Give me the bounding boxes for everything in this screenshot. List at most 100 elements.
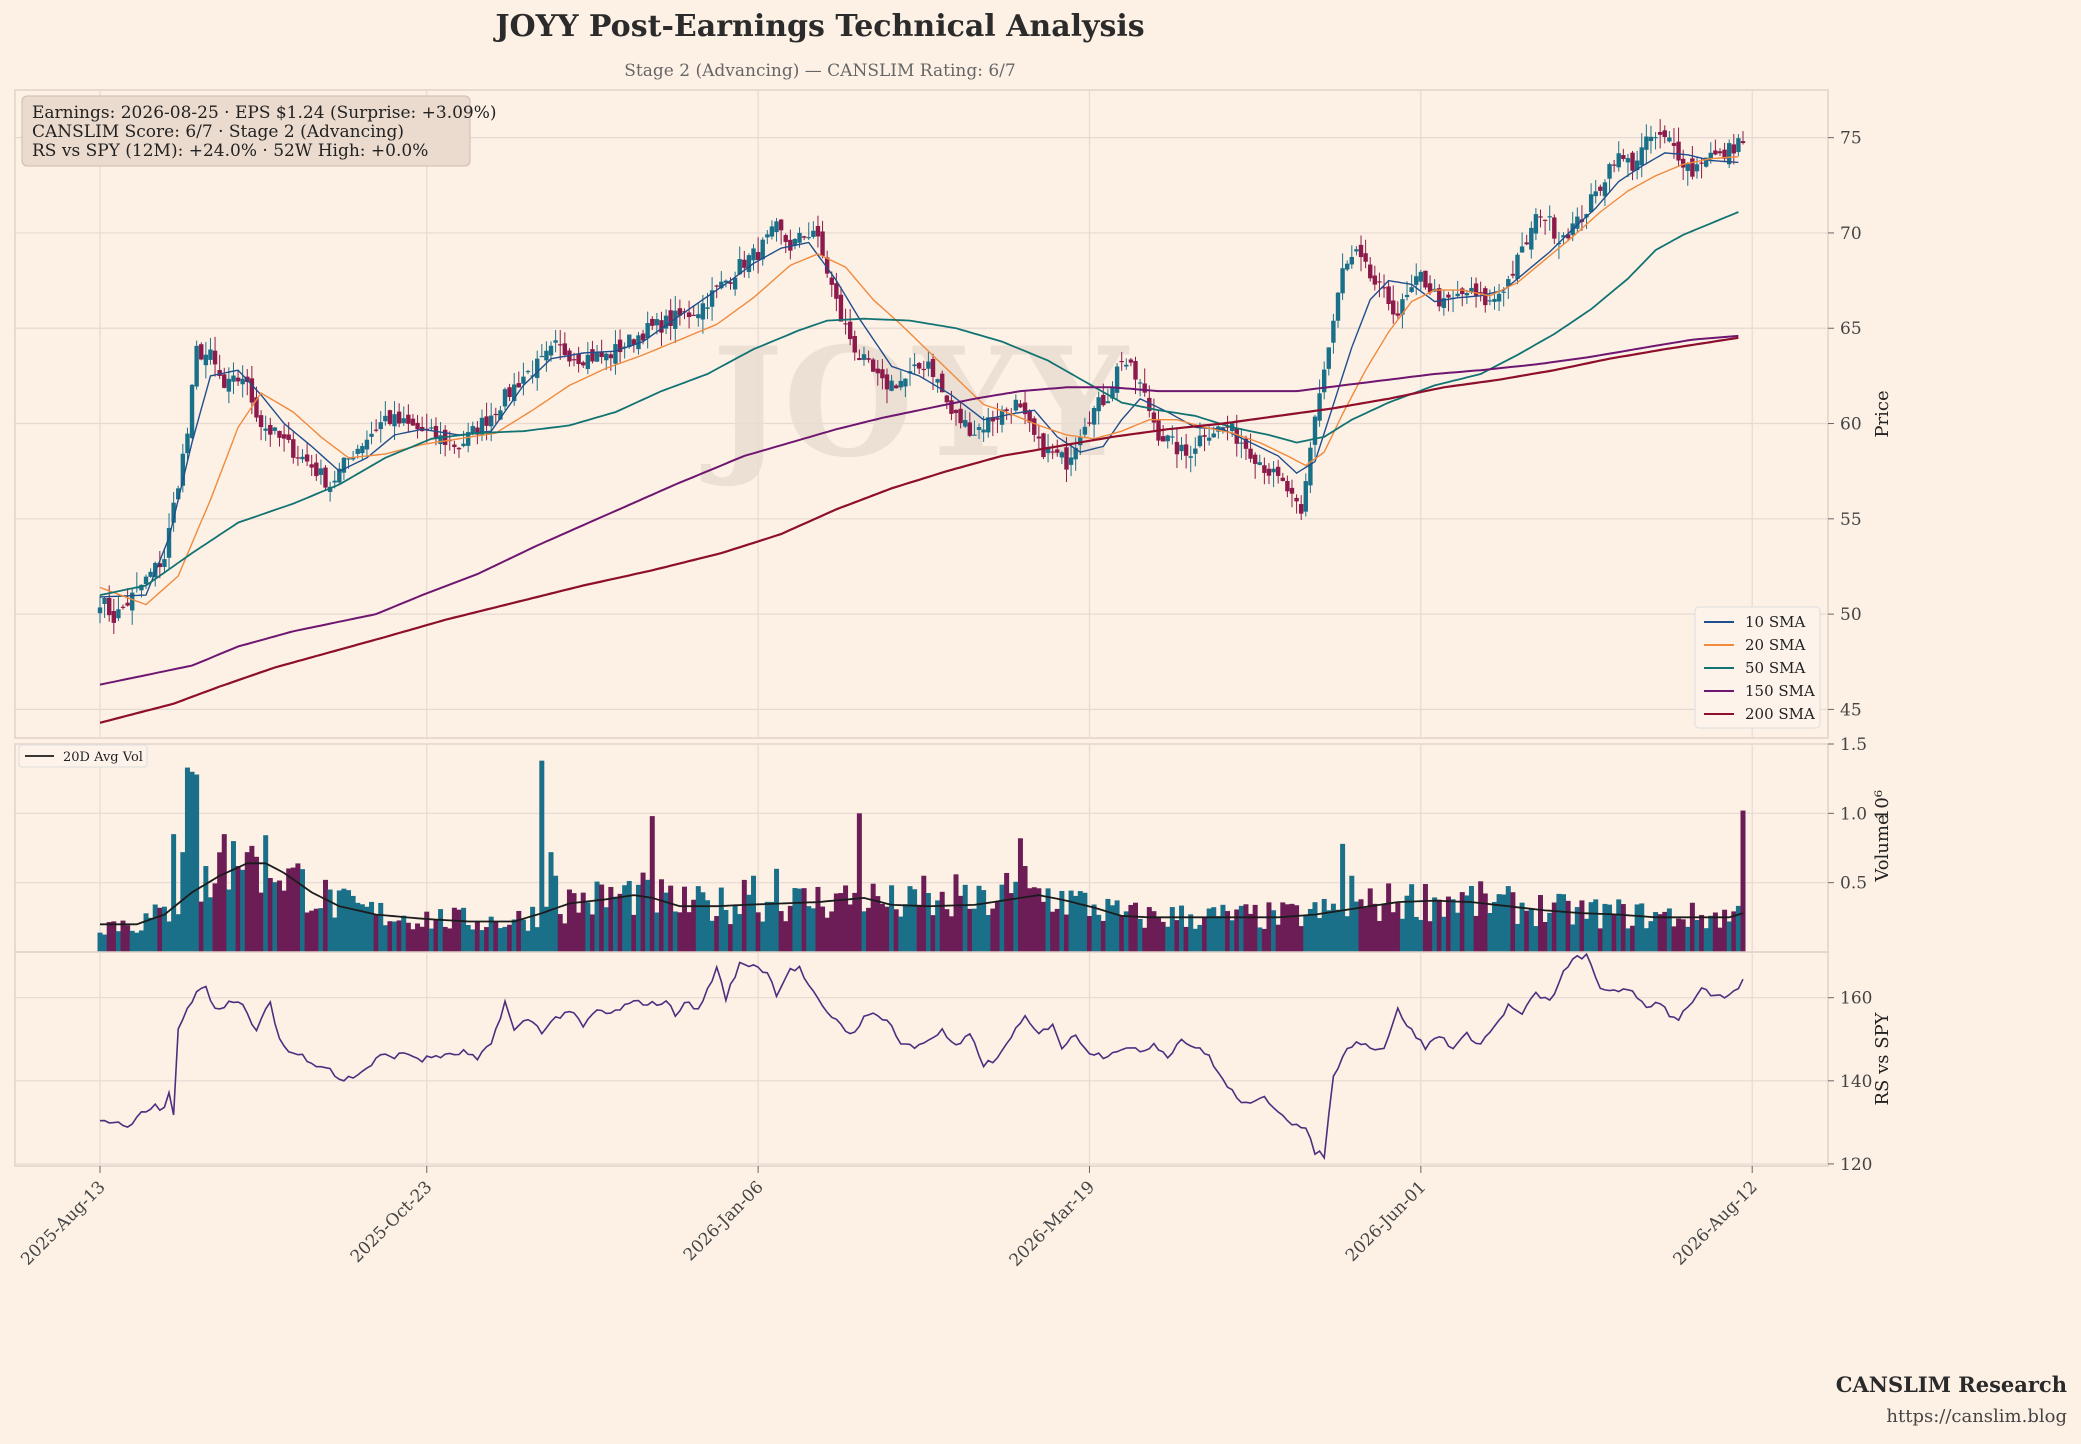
candle-down bbox=[608, 354, 614, 359]
volume-bar bbox=[787, 905, 793, 952]
candle-up bbox=[654, 319, 660, 326]
volume-bar bbox=[327, 889, 333, 952]
candle-down bbox=[659, 320, 664, 333]
candle-down bbox=[995, 417, 1000, 420]
volume-bar bbox=[1731, 911, 1737, 952]
volume-bar bbox=[695, 886, 701, 952]
candle-up bbox=[272, 427, 278, 431]
candle-up bbox=[972, 434, 977, 436]
volume-bar bbox=[1188, 914, 1194, 952]
volume-bar bbox=[1128, 904, 1134, 952]
volume-bar bbox=[1653, 912, 1659, 952]
candle-up bbox=[1326, 347, 1331, 369]
volume-bar bbox=[1215, 916, 1221, 952]
volume-bar bbox=[1643, 928, 1649, 952]
volume-bar bbox=[746, 894, 752, 952]
candle-up bbox=[1197, 435, 1203, 447]
volume-bar bbox=[1634, 904, 1640, 952]
volume-bar bbox=[125, 925, 131, 952]
candle-down bbox=[493, 413, 498, 416]
candle-down bbox=[1717, 151, 1723, 154]
info-box-line: CANSLIM Score: 6/7 · Stage 2 (Advancing) bbox=[32, 122, 404, 142]
x-axis: 2025-Aug-13 2025-Oct-23 2026-Jan-06 2026-Ma… bbox=[17, 1166, 1762, 1271]
volume-bars-group bbox=[97, 760, 1746, 952]
candle-down bbox=[1372, 275, 1378, 285]
candle-down bbox=[631, 339, 637, 345]
volume-bar bbox=[820, 906, 826, 952]
candle-up bbox=[594, 352, 600, 362]
volume-bar bbox=[1413, 916, 1419, 952]
volume-bar bbox=[1519, 902, 1525, 952]
candle-up bbox=[1653, 137, 1658, 139]
volume-bar bbox=[1294, 905, 1300, 952]
volume-bar bbox=[612, 896, 618, 952]
candle-up bbox=[604, 353, 609, 361]
volume-bar bbox=[1376, 920, 1382, 952]
sma-line-20sma bbox=[99, 156, 1739, 606]
candle-down bbox=[668, 310, 673, 326]
volume-bar bbox=[557, 914, 563, 952]
volume-bar bbox=[1395, 902, 1401, 952]
volume-bar bbox=[184, 767, 190, 952]
volume-bar bbox=[484, 927, 490, 952]
volume-legend: 20D Avg Vol bbox=[18, 744, 148, 768]
candle-up bbox=[162, 559, 167, 567]
candle-up bbox=[986, 417, 991, 433]
candle-up bbox=[1593, 191, 1598, 197]
avg-volume-line bbox=[100, 862, 1744, 926]
candle-up bbox=[1519, 246, 1525, 253]
candle-down bbox=[1690, 158, 1695, 177]
candle-down bbox=[1243, 438, 1249, 449]
candle-up bbox=[1685, 163, 1690, 171]
volume-bar bbox=[1326, 910, 1332, 952]
candle-up bbox=[663, 315, 669, 329]
volume-bar bbox=[479, 930, 485, 952]
candle-up bbox=[1114, 366, 1120, 393]
volume-bar bbox=[281, 890, 287, 952]
volume-bar bbox=[1473, 915, 1479, 952]
candle-up bbox=[102, 598, 107, 604]
volume-bar bbox=[1243, 904, 1249, 952]
volume-bar bbox=[249, 845, 255, 952]
volume-bar bbox=[1082, 892, 1088, 952]
volume-bar bbox=[1524, 910, 1530, 952]
candle-down bbox=[387, 410, 393, 425]
candle-down bbox=[1160, 436, 1166, 442]
volume-bar bbox=[1533, 926, 1539, 952]
x-tick-label: 2026-Aug-12 bbox=[1669, 1177, 1761, 1269]
footer-url[interactable]: https://canslim.blog bbox=[1886, 1406, 2067, 1427]
volume-bar bbox=[1105, 898, 1111, 952]
volume-bar bbox=[898, 916, 904, 952]
candle-up bbox=[1515, 254, 1520, 279]
candle-up bbox=[1091, 408, 1097, 425]
volume-bar bbox=[1694, 919, 1700, 952]
candle-down bbox=[829, 277, 834, 285]
candle-up bbox=[1137, 382, 1143, 384]
candle-up bbox=[231, 375, 236, 382]
volume-bar bbox=[553, 875, 559, 952]
volume-bar bbox=[884, 906, 890, 952]
volume-bar bbox=[847, 904, 853, 952]
volume-bar bbox=[1386, 883, 1392, 952]
candle-down bbox=[1142, 383, 1147, 393]
candle-up bbox=[1257, 462, 1262, 465]
volume-bar bbox=[691, 899, 697, 952]
candle-down bbox=[1064, 447, 1069, 470]
volume-bar bbox=[1077, 891, 1083, 952]
volume-bar bbox=[1289, 903, 1295, 952]
volume-bar bbox=[571, 893, 577, 952]
volume-bar bbox=[1740, 810, 1746, 952]
candle-up bbox=[327, 486, 333, 492]
candle-down bbox=[1510, 273, 1516, 276]
volume-bar bbox=[465, 925, 471, 952]
candle-down bbox=[884, 374, 890, 390]
volume-bar bbox=[916, 904, 922, 952]
volume-bar bbox=[971, 908, 977, 952]
volume-bar bbox=[640, 872, 646, 952]
candle-down bbox=[1298, 504, 1304, 514]
candle-down bbox=[1671, 143, 1677, 146]
candle-up bbox=[1013, 399, 1019, 411]
candle-down bbox=[1133, 361, 1138, 380]
candle-down bbox=[1395, 313, 1401, 316]
volume-bar bbox=[1169, 907, 1175, 952]
